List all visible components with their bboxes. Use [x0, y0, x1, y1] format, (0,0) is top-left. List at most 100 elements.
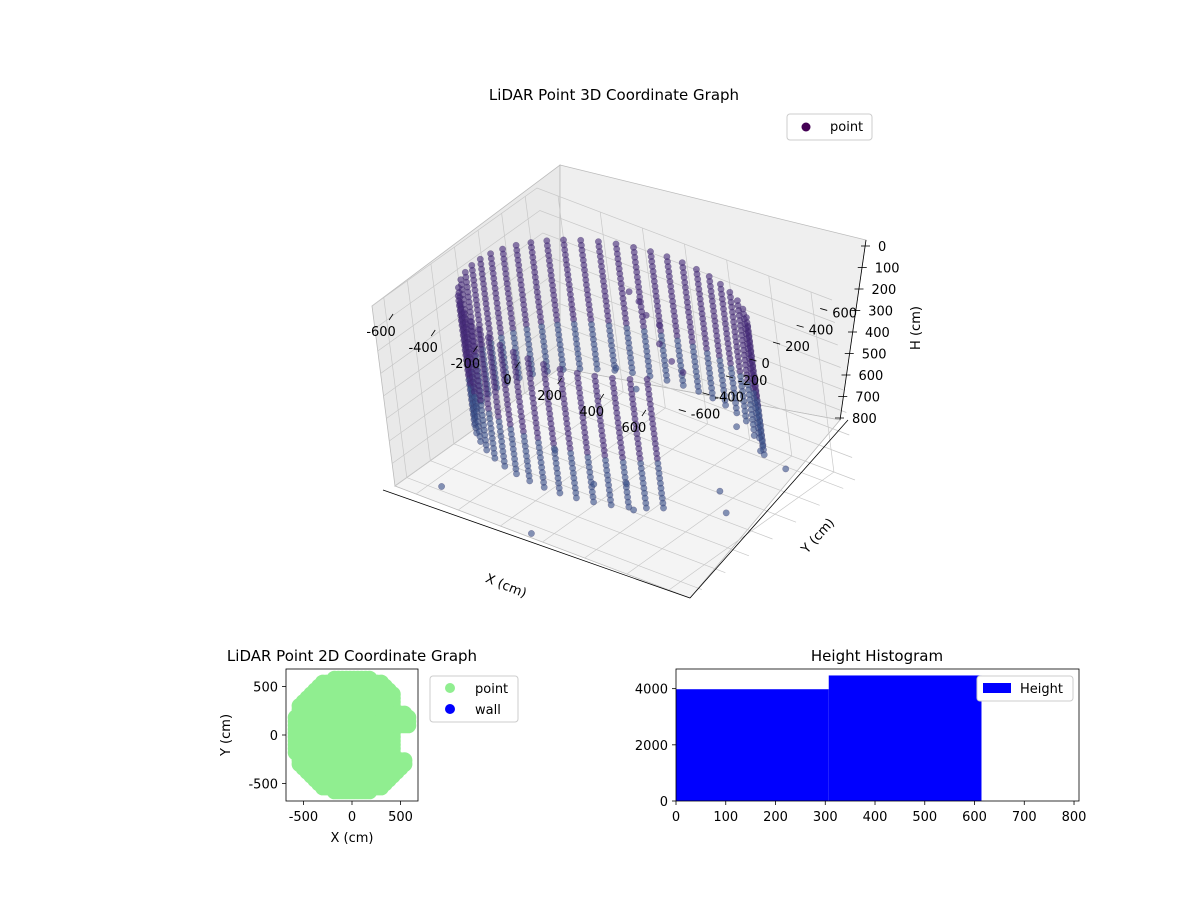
point-3d: [733, 423, 741, 431]
z-tick-label: 700: [855, 391, 880, 406]
point-3d: [593, 365, 601, 373]
y-tick-mark: [678, 409, 686, 412]
x-tick-label: -500: [289, 810, 319, 825]
point-3d: [483, 446, 491, 454]
x-tick-label: 500: [912, 810, 937, 825]
point-3d: [722, 401, 730, 409]
point-3d: [551, 446, 559, 454]
grid-line: [524, 392, 820, 506]
y-tick-label: -200: [738, 374, 768, 389]
point-3d: [630, 506, 638, 514]
y-tick-label: 4000: [635, 683, 668, 698]
scatter-2d-chart: LiDAR Point 2D Coordinate Graph -500 0 500…: [219, 647, 519, 846]
grid-line: [374, 210, 835, 329]
point-2d: [400, 709, 417, 726]
plot-area-hist: [675, 668, 1080, 802]
x-tick-label: 600: [962, 810, 987, 825]
point-3d: [612, 364, 620, 372]
y-tick-label: 0: [270, 729, 278, 744]
grid-line: [430, 460, 726, 574]
x-tick-mark: [515, 361, 520, 369]
x-tick-label: 0: [503, 373, 511, 388]
points-3d: [438, 236, 790, 537]
point-3d: [590, 480, 598, 488]
z-tick-label: 400: [865, 326, 890, 341]
grid-line: [371, 187, 833, 307]
y-axis-label-3d: Y (cm): [798, 516, 838, 558]
x-tick-label: 500: [388, 810, 413, 825]
point-3d: [660, 504, 667, 512]
chart-title-2d: LiDAR Point 2D Coordinate Graph: [227, 647, 477, 665]
point-3d: [679, 381, 687, 389]
z-ticks-3d: 0 100 200 300 400 500 600 700 800: [835, 240, 900, 427]
legend-label-height: Height: [1020, 682, 1063, 697]
x-tick-label: 200: [537, 389, 562, 404]
point-3d: [716, 487, 724, 495]
point-3d: [526, 477, 534, 485]
point-3d: [513, 470, 520, 478]
point-3d: [625, 288, 633, 296]
y-tick-label: 400: [809, 323, 834, 338]
x-ticks-2d: -500 0 500: [289, 801, 413, 825]
point-3d: [642, 504, 650, 512]
point-3d: [679, 369, 687, 376]
z-tick-label: 600: [859, 369, 884, 384]
chart-title-3d: LiDAR Point 3D Coordinate Graph: [489, 86, 739, 104]
x-axis-label-3d: X (cm): [483, 571, 528, 601]
point-3d: [750, 425, 758, 433]
y-axis-label-2d: Y (cm): [219, 714, 234, 757]
scatter-3d-chart: LiDAR Point 3D Coordinate Graph -600 -400…: [366, 86, 924, 601]
x-tick-label: -400: [408, 341, 438, 356]
point-3d: [742, 417, 750, 425]
legend-marker-point-2d: [445, 683, 455, 693]
y-ticks-2d: 500 0 -500: [248, 680, 286, 793]
x-tick-label: 400: [863, 810, 888, 825]
x-tick-label: 200: [763, 810, 788, 825]
point-3d: [527, 530, 535, 537]
legend-hist: Height: [976, 675, 1074, 702]
point-3d: [695, 387, 703, 395]
y-tick-mark: [749, 358, 757, 362]
point-3d: [556, 489, 564, 497]
point-3d: [635, 297, 643, 305]
point-3d: [733, 409, 741, 417]
y-tick-mark: [772, 341, 781, 345]
point-3d: [623, 480, 631, 488]
z-tick-label: 0: [878, 240, 886, 255]
y-tick-mark: [702, 392, 710, 396]
point-3d: [572, 494, 580, 502]
x-tick-label: 400: [579, 405, 604, 420]
y-tick-label: -500: [248, 778, 278, 793]
point-3d: [655, 321, 663, 329]
y-tick-label: -600: [691, 408, 721, 423]
z-axis-line: [839, 239, 867, 421]
point-3d: [750, 432, 758, 439]
point-2d: [384, 686, 401, 703]
x-ticks-hist: 0 100 200 300 400 500 600 700 800: [672, 801, 1086, 825]
point-2d: [396, 752, 413, 769]
z-tick-label: 100: [875, 262, 900, 277]
y-tick-label: 0: [762, 357, 770, 372]
x-tick-label: -200: [451, 357, 481, 372]
grid-line: [406, 477, 702, 590]
x-tick-mark: [473, 345, 478, 353]
y-tick-mark: [820, 308, 828, 311]
y-tick-label: 500: [253, 680, 278, 695]
x-tick-label: 300: [813, 810, 838, 825]
point-3d: [709, 394, 717, 402]
histogram-bar: [676, 689, 829, 801]
point-3d: [757, 447, 764, 455]
z-tick-label: 300: [868, 305, 893, 320]
legend-label-point: point: [830, 120, 863, 135]
x-ticks-3d: -600 -400 -200 0 200 400 600: [366, 313, 646, 436]
legend-label-point-2d: point: [475, 682, 508, 697]
y-axis-line: [689, 419, 849, 599]
x-axis-label-2d: X (cm): [331, 831, 374, 846]
y-tick-label: 0: [660, 795, 668, 810]
z-tick-label: 800: [852, 412, 877, 427]
x-tick-mark: [599, 393, 605, 401]
point-3d: [607, 501, 615, 509]
point-3d: [491, 454, 499, 462]
points-2d: [287, 670, 417, 800]
y-ticks-3d: -600 -400 -200 0 200 400 600: [678, 306, 857, 423]
